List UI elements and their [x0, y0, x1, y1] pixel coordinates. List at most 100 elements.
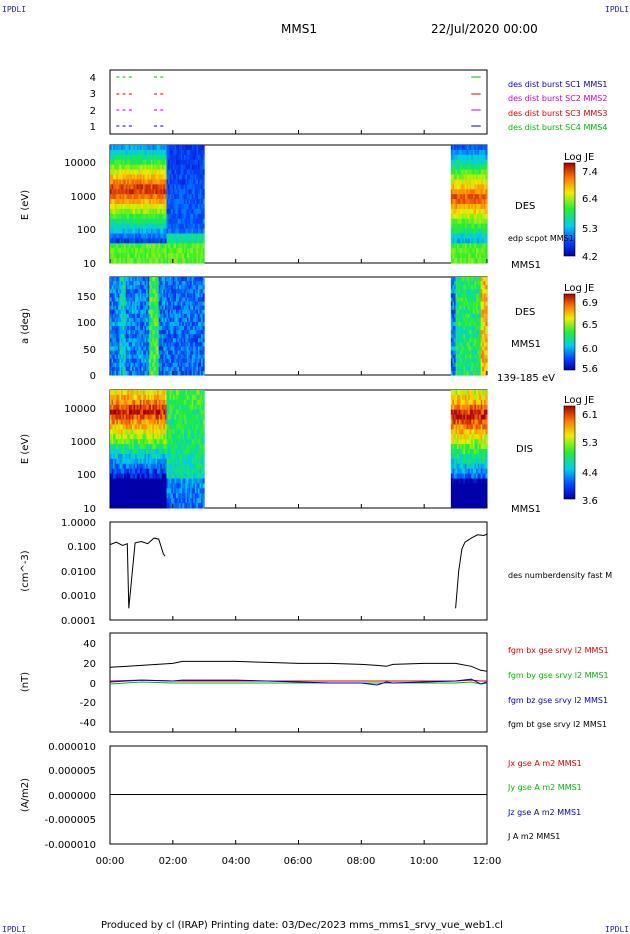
spectrogram-cell [474, 169, 477, 175]
spectrogram-cell [139, 334, 142, 339]
spectrogram-cell [158, 169, 161, 175]
spectrogram-cell [457, 194, 460, 200]
spectrogram-cell [119, 473, 122, 479]
spectrogram-cell [113, 253, 116, 259]
spectrogram-cell [131, 346, 134, 351]
spectrogram-cell [155, 277, 158, 282]
spectrogram-cell [155, 194, 158, 200]
spectrogram-cell [476, 334, 478, 339]
spectrogram-cell [158, 468, 161, 474]
spectrogram-cell [124, 338, 127, 343]
spectrogram-cell [182, 313, 185, 319]
spectrogram-cell [460, 248, 463, 254]
spectrogram-cell [155, 189, 158, 195]
spectrogram-cell [466, 228, 469, 234]
spectrogram-cell [136, 184, 139, 190]
spectrogram-cell [117, 248, 120, 254]
spectrogram-cell [122, 350, 125, 355]
spectrogram-cell [142, 199, 145, 205]
spectrogram-cell [468, 297, 471, 302]
spectrogram-cell [153, 159, 156, 166]
spectrogram-cell [469, 281, 472, 286]
spectrogram-cell [150, 309, 153, 315]
spectrogram-cell [121, 285, 123, 290]
spectrogram-cell [147, 404, 150, 411]
spectrogram-cell [169, 342, 172, 347]
spectrogram-cell [125, 483, 128, 489]
spectrogram-cell [110, 449, 112, 455]
spectrogram-cell [476, 289, 478, 294]
spectrogram-cell [171, 338, 174, 343]
spectrogram-cell [185, 248, 188, 254]
spectrogram-cell [124, 334, 127, 339]
spectrogram-cell [133, 390, 136, 396]
spectrogram-cell [160, 154, 163, 161]
spectrogram-cell [186, 248, 189, 254]
spectrogram-cell [147, 233, 150, 239]
spectrogram-cell [175, 174, 178, 180]
spectrogram-cell [131, 277, 134, 282]
spectrogram-cell [158, 174, 161, 180]
spectrogram-cell [141, 281, 144, 286]
spectrogram-cell [124, 184, 127, 190]
spectrogram-cell [183, 233, 186, 239]
spectrogram-cell [146, 313, 149, 319]
spectrogram-cell [450, 159, 453, 166]
spectrogram-cell [136, 429, 139, 435]
spectrogram-cell [175, 370, 178, 376]
spectrogram-cell [152, 301, 155, 306]
spectrogram-cell [125, 213, 128, 220]
spectrogram-cell [130, 444, 133, 450]
spectrogram-cell [149, 362, 152, 368]
spectrogram-cell [468, 277, 471, 282]
spectrogram-cell [117, 370, 120, 376]
spectrogram-cell [116, 458, 119, 465]
spectrogram-cell [161, 434, 164, 440]
spectrogram-cell [158, 154, 161, 161]
spectrogram-cell [194, 213, 197, 220]
spectrogram-cell [168, 399, 171, 406]
spectrogram-cell [152, 228, 155, 234]
spectrogram-cell [153, 444, 156, 450]
spectrogram-cell [121, 289, 123, 294]
spectrogram-cell [188, 346, 191, 351]
spectrogram-cell [476, 208, 478, 215]
spectrogram-cell [125, 253, 128, 259]
spectrogram-cell [142, 409, 145, 415]
spectrogram-cell [163, 169, 166, 175]
spectrogram-cell [133, 453, 136, 460]
spectrogram-cell [477, 309, 480, 315]
spectrogram-cell [182, 238, 185, 244]
spectrogram-cell [128, 297, 131, 302]
spectrogram-cell [124, 449, 127, 455]
spectrogram-cell [471, 218, 474, 225]
spectrogram-cell [138, 394, 141, 401]
spectrogram-cell [147, 228, 150, 234]
spectrogram-cell [174, 204, 177, 210]
spectrogram-cell [480, 159, 483, 166]
spectrogram-cell [201, 358, 204, 364]
spectrogram-cell [141, 189, 144, 195]
spectrogram-cell [463, 228, 466, 234]
spectrogram-cell [144, 444, 147, 450]
spectrogram-cell [141, 346, 144, 351]
spectrogram-cell [474, 354, 477, 360]
spectrogram-cell [138, 204, 141, 210]
spectrogram-cell [144, 419, 147, 425]
spectrogram-cell [174, 313, 177, 319]
spectrogram-cell [468, 218, 471, 225]
spectrogram-cell [199, 293, 202, 298]
spectrogram-cell [196, 208, 199, 215]
spectrogram-cell [180, 159, 183, 166]
spectrogram-cell [452, 213, 455, 220]
spectrogram-cell [144, 354, 147, 360]
spectrogram-cell [461, 253, 464, 259]
spectrogram-cell [466, 346, 469, 351]
spectrogram-cell [113, 164, 116, 170]
spectrogram-cell [146, 404, 149, 411]
spectrogram-cell [125, 370, 128, 376]
spectrogram-cell [474, 358, 477, 364]
spectrogram-cell [455, 154, 458, 161]
spectrogram-cell [136, 458, 139, 465]
spectrogram-cell [163, 338, 166, 343]
